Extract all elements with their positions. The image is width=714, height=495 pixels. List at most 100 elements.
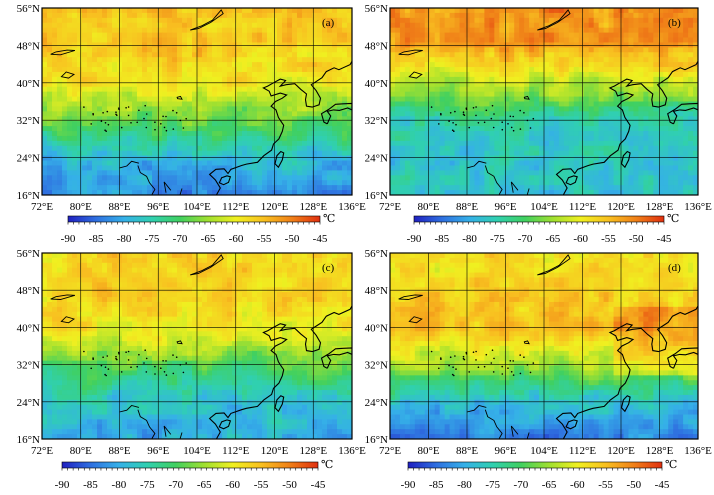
lake-dot	[154, 128, 156, 131]
lake-dot	[451, 373, 454, 376]
colorbar-tick-label: -50	[285, 233, 300, 245]
taiwan-outline	[620, 150, 631, 169]
lake-dot	[92, 112, 94, 115]
colorbar-gradient	[413, 215, 665, 223]
river-line	[137, 409, 156, 439]
latitude-tick-label: 32°N	[365, 115, 388, 127]
colorbar-tick-label: -45	[655, 479, 670, 491]
map-panel-1: (a) 72°E 80°E 88°E 96°E 104°E 112°E 120°E 128°E 1…	[17, 3, 366, 245]
lake-dot	[475, 114, 477, 117]
lake-dot	[175, 356, 178, 359]
lake-dot	[106, 355, 109, 357]
lake-outline	[408, 316, 423, 324]
lake-dot	[492, 371, 495, 373]
colorbar-tick-label: -75	[140, 479, 155, 491]
lake-dot	[163, 126, 166, 129]
japan-outline	[667, 347, 698, 369]
longitude-tick-label: 96°E	[147, 201, 169, 213]
lake-outline	[190, 9, 224, 31]
lake-dot	[438, 123, 440, 125]
lake-dot	[182, 371, 185, 374]
lake-dot	[92, 357, 94, 359]
longitude-tick-label: 136°E	[684, 445, 712, 457]
colorbar-tick-label: -90	[55, 479, 70, 491]
latitude-tick-label: 24°N	[17, 397, 40, 409]
lake-dot	[145, 371, 148, 373]
panel-label: (d)	[668, 262, 681, 274]
lake-dot	[490, 117, 493, 120]
longitude-tick-label: 88°E	[108, 445, 130, 457]
taiwan-outline	[620, 395, 631, 413]
lake-outline	[398, 49, 423, 56]
lake-dot	[510, 126, 513, 129]
map-frame	[389, 7, 699, 196]
lake-outline	[50, 49, 76, 56]
colorbar-tick-label: -65	[546, 233, 561, 245]
longitude-tick-label: 104°E	[183, 445, 211, 457]
lake-dot	[136, 121, 138, 124]
taiwan-outline	[274, 395, 285, 413]
latitude-tick-label: 16°N	[17, 190, 40, 202]
lake-dot	[115, 113, 117, 116]
lake-dot	[491, 349, 494, 352]
lake-dot	[172, 372, 175, 375]
taiwan-outline	[274, 150, 285, 169]
lake-dot	[165, 360, 167, 362]
lake-dot	[104, 129, 106, 131]
lake-dot	[509, 115, 512, 118]
latitude-tick-label: 40°N	[17, 322, 40, 334]
coastline	[208, 305, 352, 439]
longitude-tick-label: 80°E	[417, 445, 439, 457]
lake-dot	[145, 113, 148, 115]
river-line	[163, 181, 172, 193]
latitude-tick-label: 40°N	[17, 78, 40, 90]
river-line	[119, 405, 140, 413]
river-line	[179, 432, 183, 439]
colorbar-tick-label: -65	[542, 479, 557, 491]
lake-dot	[493, 357, 495, 360]
lake-dot	[512, 374, 515, 376]
lake-dot	[455, 368, 457, 370]
colorbar: -90 -85 -80 -75 -70 -65 -60 -55 -50 -45 ℃	[55, 459, 334, 491]
colorbar-tick-label: -50	[282, 479, 297, 491]
lake-dot	[90, 123, 92, 125]
lake-dot	[448, 120, 450, 122]
lake-outline	[537, 254, 571, 276]
colorbar-tick-label: -55	[601, 233, 616, 245]
lake-dot	[154, 373, 156, 375]
colorbar-tick-label: -45	[311, 479, 326, 491]
japan-outline	[320, 102, 352, 125]
latitude-tick-label: 24°N	[17, 153, 40, 165]
small-lakes	[83, 349, 187, 377]
lake-dot	[127, 359, 130, 361]
lake-dot	[485, 109, 488, 112]
lake-dot	[115, 355, 117, 358]
hainan-outline	[565, 175, 578, 186]
colorbar-gradient	[61, 461, 319, 469]
colorbar-tick-label: -90	[401, 479, 416, 491]
river-line	[484, 165, 503, 195]
colorbar-tick-label: -45	[313, 233, 328, 245]
colorbar-tick-label: -80	[112, 479, 127, 491]
coastlines	[50, 254, 352, 439]
lake-dot	[454, 355, 456, 357]
coastlines	[398, 9, 698, 195]
colorbar-tick-label: -60	[570, 479, 585, 491]
lake-dot	[172, 354, 174, 356]
lake-dot	[477, 366, 480, 369]
lake-dot	[162, 360, 164, 362]
colorbar-tick-label: -90	[407, 233, 422, 245]
lake-dot	[130, 366, 132, 369]
latitude-tick-label: 48°N	[365, 40, 388, 52]
lake-dot	[452, 122, 454, 124]
temperature-field	[42, 253, 352, 439]
lake-dot	[144, 104, 146, 107]
longitude-tick-label: 104°E	[530, 201, 558, 213]
lake-dot	[501, 373, 504, 375]
lake-dot	[453, 130, 455, 132]
colorbar-gradient	[67, 215, 321, 223]
colorbar-unit: ℃	[667, 213, 679, 225]
lake-outline	[190, 254, 224, 276]
longitude-tick-label: 88°E	[108, 201, 130, 213]
